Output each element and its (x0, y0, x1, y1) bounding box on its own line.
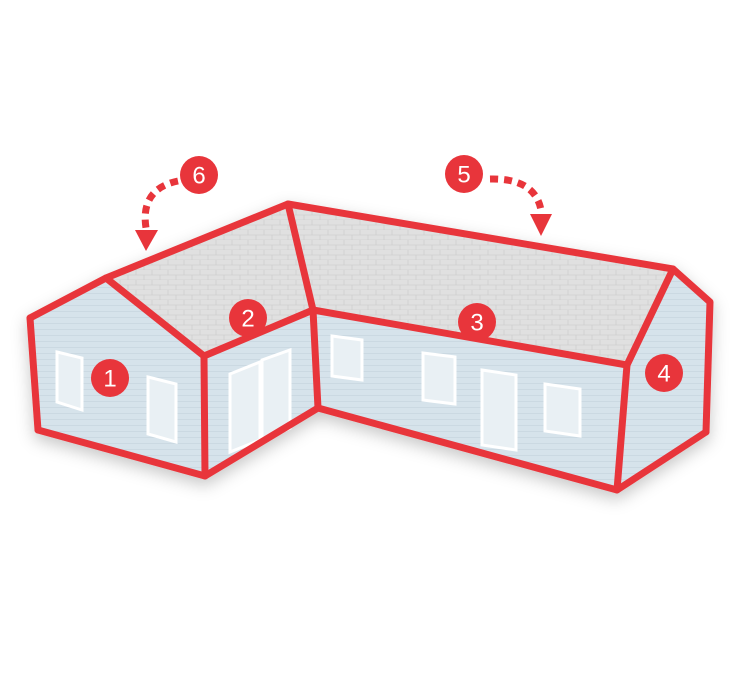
arrow-5-head (530, 214, 552, 236)
badge-2-label: 2 (241, 306, 254, 333)
house (26, 200, 714, 494)
arrow-5-path (489, 175, 545, 211)
badge-4-label: 4 (657, 361, 670, 388)
door (480, 368, 518, 452)
window (146, 375, 178, 444)
window (55, 350, 84, 413)
arrow-6-path (141, 177, 179, 229)
openings (55, 334, 582, 455)
window (421, 351, 457, 406)
badge-5: 5 (445, 155, 483, 193)
wall-section-3 (313, 310, 627, 490)
badge-4: 4 (645, 354, 683, 392)
roof-section-3 (288, 204, 673, 365)
door (228, 359, 262, 455)
badge-5-label: 5 (457, 162, 470, 189)
badge-1-label: 1 (103, 366, 116, 393)
badge-3: 3 (458, 303, 496, 341)
window (330, 334, 364, 382)
arrow-5 (489, 175, 552, 236)
window (543, 382, 582, 438)
arrow-6-head (135, 230, 158, 251)
badge-3-label: 3 (470, 310, 483, 337)
badge-6: 6 (180, 156, 218, 194)
badge-2: 2 (229, 299, 267, 337)
badge-6-label: 6 (192, 163, 205, 190)
badge-1: 1 (91, 359, 129, 397)
arrow-6 (135, 177, 179, 251)
